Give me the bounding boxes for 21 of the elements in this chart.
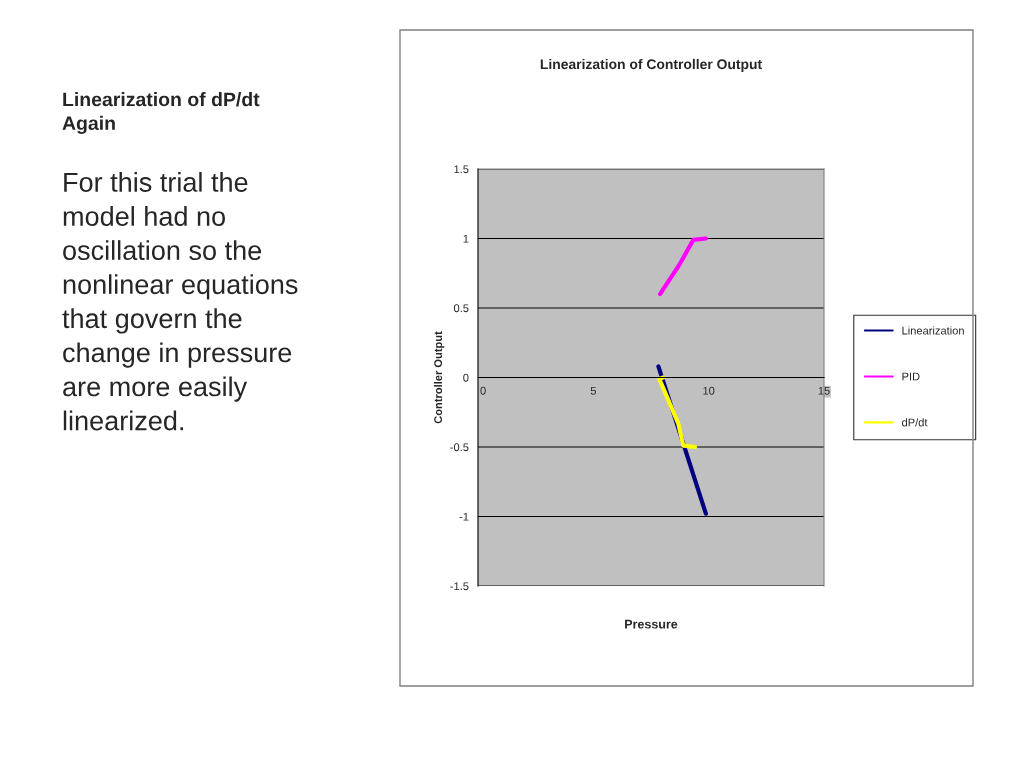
x-tick-label: 10 xyxy=(703,386,715,395)
y-tick-label: 1.5 xyxy=(454,165,469,174)
text: Linearization of dP/dt Again xyxy=(62,92,260,134)
y-tick-label: -1.5 xyxy=(450,582,469,591)
y-tick-label: -1 xyxy=(459,512,469,521)
y-tick-label: 0 xyxy=(463,373,469,382)
line-series xyxy=(657,375,698,450)
y-tick-label: -0.5 xyxy=(450,443,469,452)
legend-label: PID xyxy=(902,372,920,381)
line-series xyxy=(657,236,708,297)
legend-label: dP/dt xyxy=(902,418,928,427)
legend-label: Linearization xyxy=(902,326,964,335)
x-tick-label: 0 xyxy=(480,386,486,395)
text: For this trial the model had no oscillation so the nonlinear equations that govern the change in pressure are more easily linearized. xyxy=(62,172,298,431)
x-tick-label: 5 xyxy=(590,386,596,395)
chart-title: Linearization of Controller Output xyxy=(540,58,762,72)
y-axis-title: Controller Output xyxy=(433,331,445,424)
x-tick-label: 15 xyxy=(818,386,830,395)
y-tick-label: 0.5 xyxy=(453,304,469,313)
y-tick-label: 1 xyxy=(463,234,469,243)
x-axis-title: Pressure xyxy=(625,619,678,629)
